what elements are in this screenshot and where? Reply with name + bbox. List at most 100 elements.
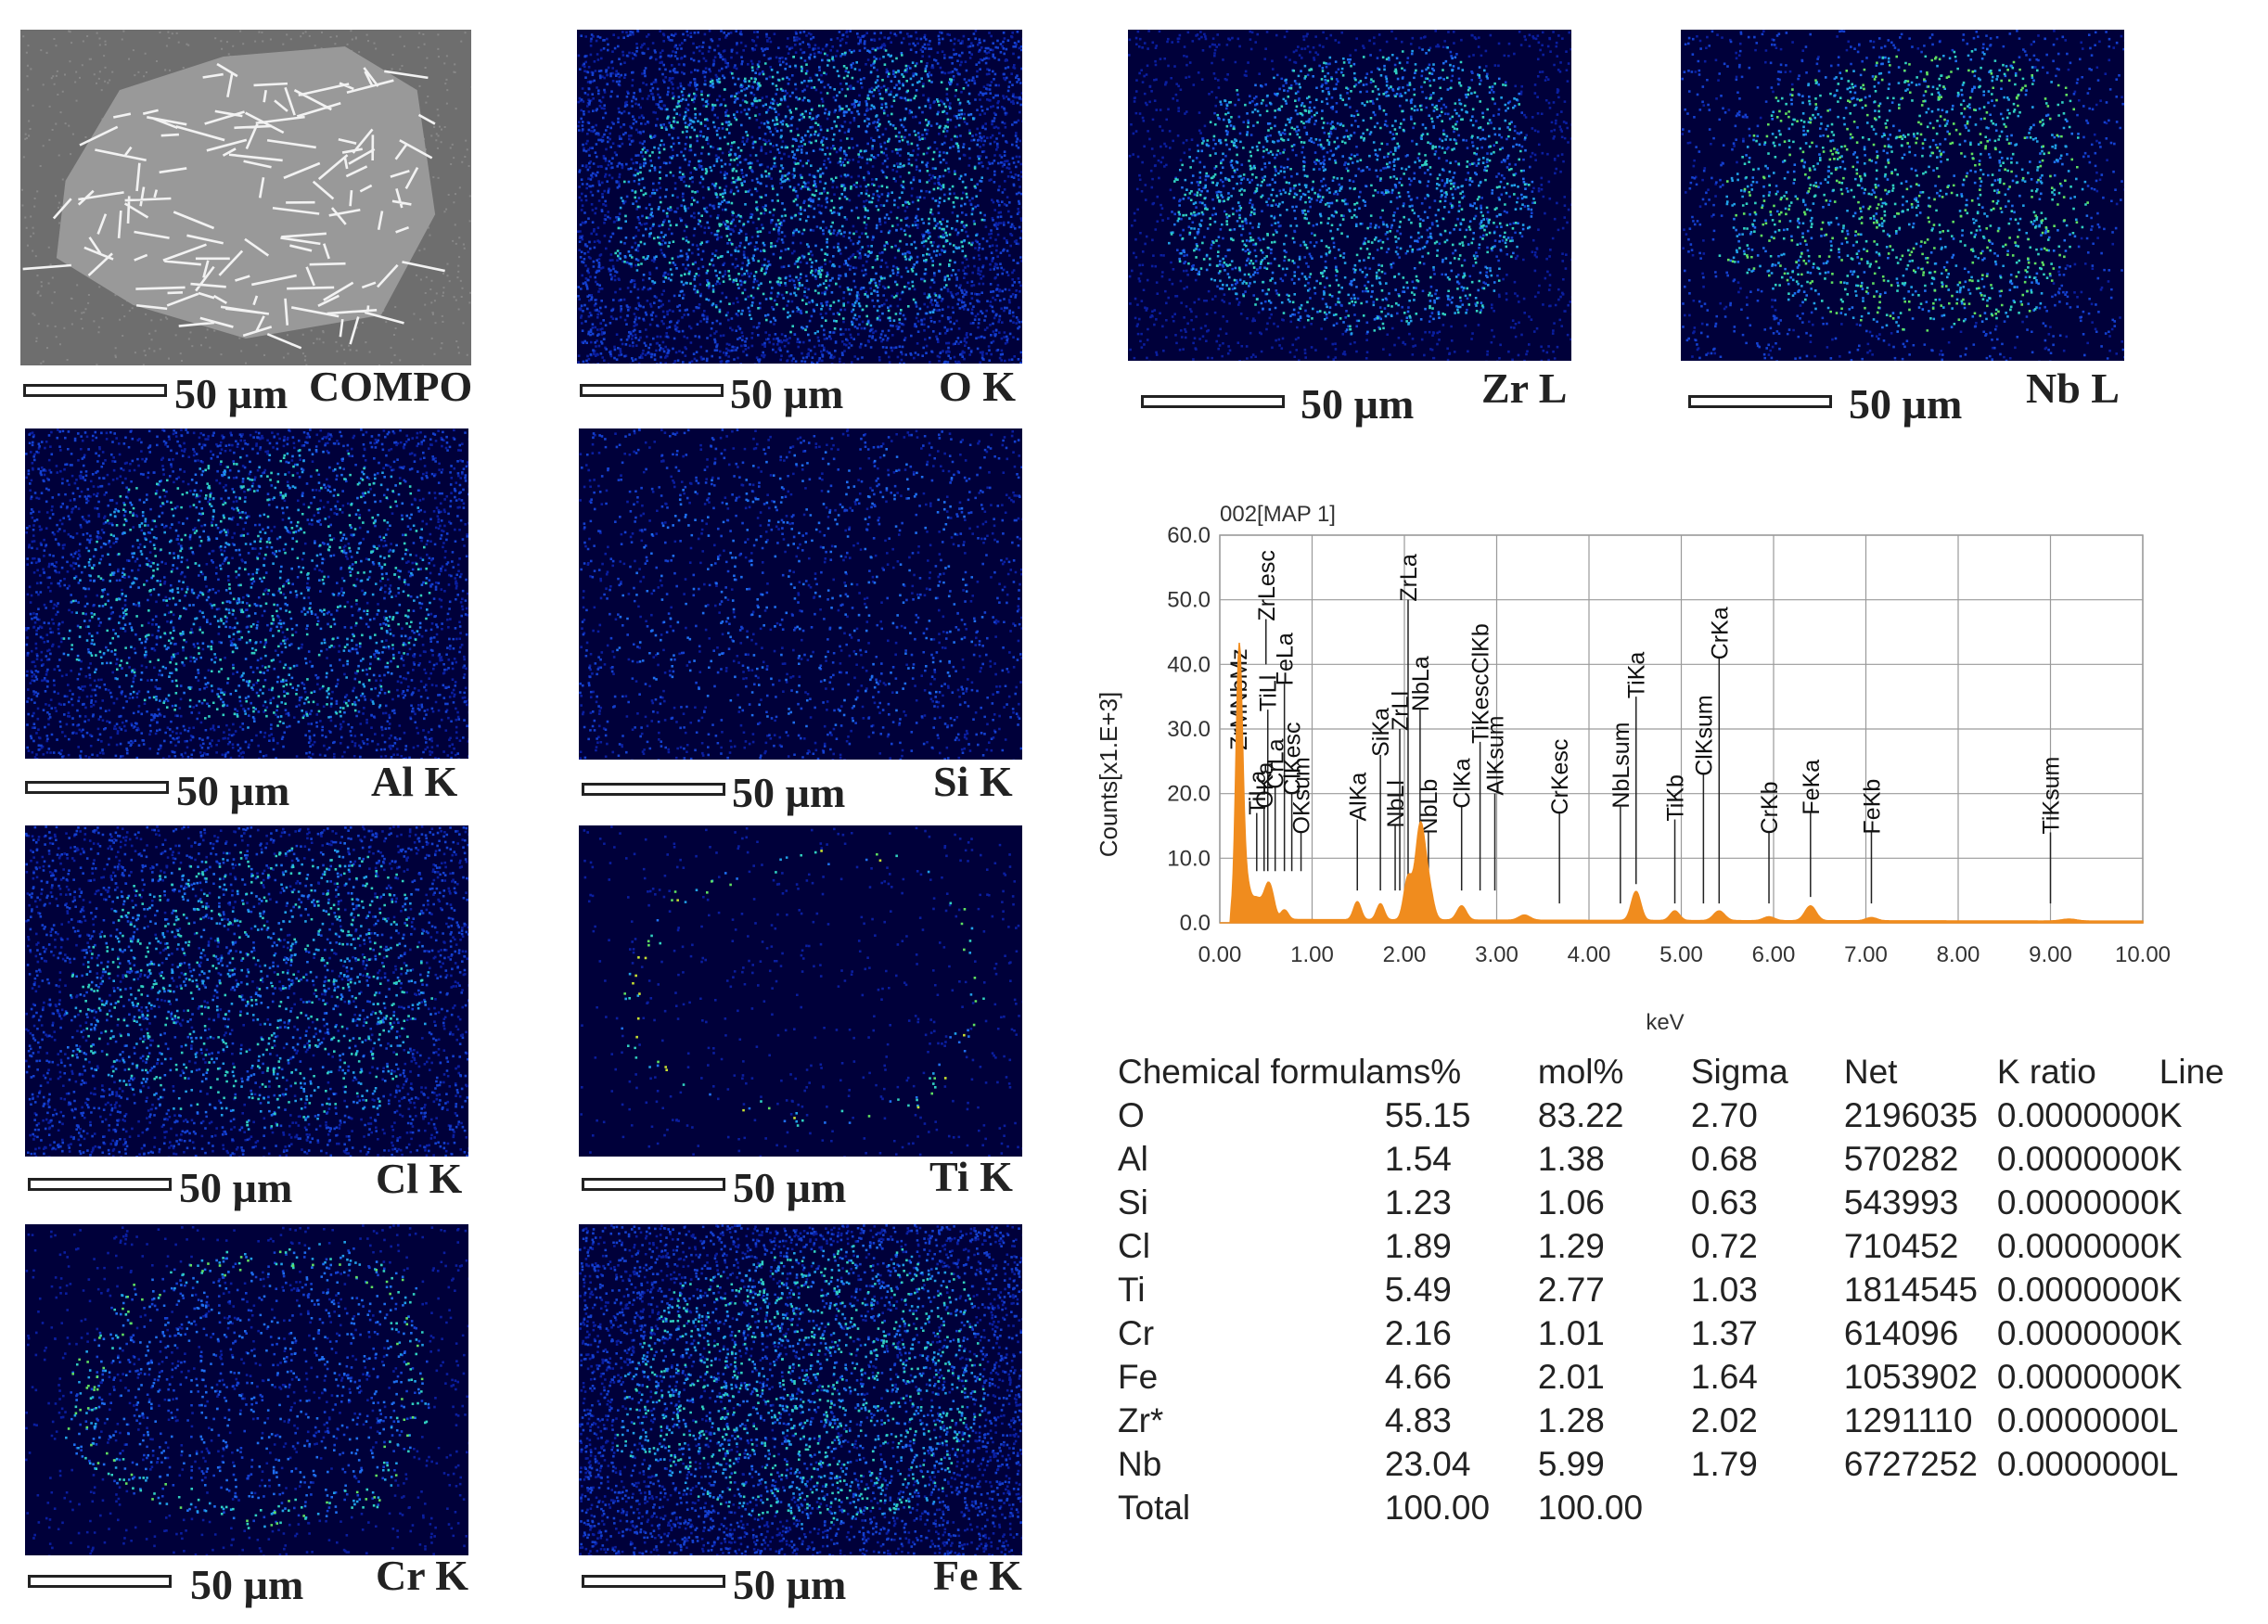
table-cell: 2.16 bbox=[1384, 1313, 1452, 1352]
table-row: Si 1.23 1.06 0.63 543993 0.0000000 K bbox=[1118, 1181, 2224, 1224]
scale-label: 50 µm bbox=[179, 1164, 293, 1211]
table-cell: 0.0000000 bbox=[1996, 1095, 2159, 1134]
peak-label: TiLa bbox=[1245, 771, 1271, 815]
x-tick-label: 8.00 bbox=[1937, 942, 1980, 967]
table-cell: O bbox=[1118, 1095, 1145, 1134]
map-raster bbox=[579, 428, 1022, 760]
table-cell: 1053902 bbox=[1843, 1357, 1978, 1396]
table-cell: 1.79 bbox=[1690, 1444, 1758, 1483]
spectrum-series bbox=[1220, 643, 2144, 924]
x-tick-label: 2.00 bbox=[1383, 942, 1427, 967]
table-cell: 1.28 bbox=[1537, 1400, 1605, 1439]
table-cell: Al bbox=[1118, 1139, 1148, 1178]
x-tick-label: 4.00 bbox=[1568, 942, 1611, 967]
table-cell: 1.89 bbox=[1384, 1226, 1452, 1265]
map-element-label: Fe K bbox=[933, 1552, 1022, 1599]
table-cell: Fe bbox=[1118, 1357, 1159, 1396]
peak-label: ZrLesc bbox=[1254, 550, 1280, 620]
peak-label: OKa bbox=[1252, 761, 1278, 808]
x-tick-label: 0.00 bbox=[1198, 942, 1242, 967]
table-cell: 23.04 bbox=[1384, 1444, 1471, 1483]
map-image-cr bbox=[25, 1224, 468, 1555]
peak-label: OKsum bbox=[1289, 757, 1315, 834]
peak-label: CrKa bbox=[1707, 607, 1733, 659]
chart-grid bbox=[1219, 534, 2144, 924]
table-cell: 1.37 bbox=[1690, 1313, 1758, 1352]
y-tick-label: 0.0 bbox=[1180, 911, 1211, 936]
col-header: ms% bbox=[1384, 1052, 1462, 1091]
map-raster bbox=[1681, 30, 2124, 361]
table-cell: 0.63 bbox=[1690, 1183, 1758, 1221]
table-cell: 1.54 bbox=[1384, 1139, 1452, 1178]
table-cell: 0.0000000 bbox=[1996, 1183, 2159, 1221]
table-cell: 614096 bbox=[1843, 1313, 1959, 1352]
map-image-fe bbox=[579, 1224, 1022, 1555]
peak-label: FeKb bbox=[1859, 779, 1885, 835]
scale-label: 50 µm bbox=[733, 1561, 847, 1608]
table-cell: Zr* bbox=[1118, 1400, 1164, 1439]
table-header-row: Chemical formula ms% mol% Sigma Net K ra… bbox=[1118, 1050, 2224, 1093]
table-cell: L bbox=[2159, 1400, 2179, 1439]
peak-label: AlKa bbox=[1345, 773, 1371, 822]
scale-label: 50 µm bbox=[1849, 380, 1963, 428]
table-cell: 1814545 bbox=[1843, 1270, 1978, 1309]
x-tick-label: 6.00 bbox=[1752, 942, 1796, 967]
table-row: Ti 5.49 2.77 1.03 1814545 0.0000000 K bbox=[1118, 1268, 2224, 1311]
table-cell: 55.15 bbox=[1384, 1095, 1471, 1134]
map-raster bbox=[1128, 30, 1571, 361]
chart-title: 002[MAP 1] bbox=[1220, 502, 1336, 527]
scale-bar bbox=[1688, 395, 1832, 408]
col-header: mol% bbox=[1537, 1052, 1624, 1091]
table-cell: 570282 bbox=[1843, 1139, 1959, 1178]
scale-label: 50 µm bbox=[730, 370, 844, 417]
y-tick-label: 30.0 bbox=[1167, 717, 1211, 742]
scale-bar bbox=[582, 783, 725, 796]
table-cell: 0.0000000 bbox=[1996, 1444, 2159, 1483]
col-header: Net bbox=[1843, 1052, 1898, 1091]
composition-table: Chemical formula ms% mol% Sigma Net K ra… bbox=[1118, 1050, 2224, 1529]
map-element-label: COMPO bbox=[309, 363, 473, 410]
table-cell: K bbox=[2159, 1139, 2183, 1178]
spectrum-area bbox=[1220, 643, 2144, 924]
map-element-label: O K bbox=[939, 363, 1017, 410]
table-cell: K bbox=[2159, 1357, 2183, 1396]
scale-label: 50 µm bbox=[733, 1164, 847, 1211]
peak-label: ZrLl bbox=[1388, 691, 1414, 731]
table-cell: 2196035 bbox=[1843, 1095, 1978, 1134]
table-cell: Si bbox=[1118, 1183, 1148, 1221]
table-cell: K bbox=[2159, 1183, 2183, 1221]
scale-bar bbox=[25, 781, 169, 794]
table-cell: Cr bbox=[1118, 1313, 1155, 1352]
eds-spectrum-chart: 002[MAP 1] ZrLescZrMNbMzTiLlTiLaOKaCrLaF… bbox=[1095, 502, 2171, 1035]
y-tick-label: 60.0 bbox=[1167, 523, 1211, 548]
table-cell: 0.0000000 bbox=[1996, 1400, 2159, 1439]
table-cell: 2.77 bbox=[1537, 1270, 1605, 1309]
map-element-label: Cl K bbox=[376, 1155, 463, 1202]
col-header: Line bbox=[2159, 1052, 2224, 1091]
scale-bar bbox=[580, 384, 724, 397]
peak-label: FeLa bbox=[1273, 633, 1299, 685]
x-tick-label: 7.00 bbox=[1844, 942, 1888, 967]
table-cell: 100.00 bbox=[1384, 1488, 1491, 1527]
map-raster bbox=[20, 30, 471, 365]
table-cell: 1.64 bbox=[1690, 1357, 1758, 1396]
table-cell: Nb bbox=[1118, 1444, 1162, 1483]
x-tick-label: 10.00 bbox=[2115, 942, 2171, 967]
table-cell: K bbox=[2159, 1095, 2183, 1134]
peak-label: TiKb bbox=[1663, 774, 1689, 821]
map-image-al bbox=[25, 428, 468, 759]
map-element-label: Al K bbox=[371, 758, 458, 805]
table-row: Fe 4.66 2.01 1.64 1053902 0.0000000 K bbox=[1118, 1355, 2224, 1399]
table-cell: 1.29 bbox=[1537, 1226, 1605, 1265]
y-axis-label: Counts[x1.E+3] bbox=[1095, 692, 1122, 858]
table-cell: 1.03 bbox=[1690, 1270, 1758, 1309]
map-raster bbox=[25, 825, 468, 1157]
table-cell: 0.0000000 bbox=[1996, 1226, 2159, 1265]
scale-bar bbox=[1141, 395, 1285, 408]
scale-label: 50 µm bbox=[176, 767, 290, 814]
table-cell: 1291110 bbox=[1843, 1400, 1973, 1439]
table-cell: 0.0000000 bbox=[1996, 1270, 2159, 1309]
map-image-zr bbox=[1128, 30, 1571, 361]
table-cell: 5.99 bbox=[1537, 1444, 1605, 1483]
table-cell: 6727252 bbox=[1843, 1444, 1978, 1483]
